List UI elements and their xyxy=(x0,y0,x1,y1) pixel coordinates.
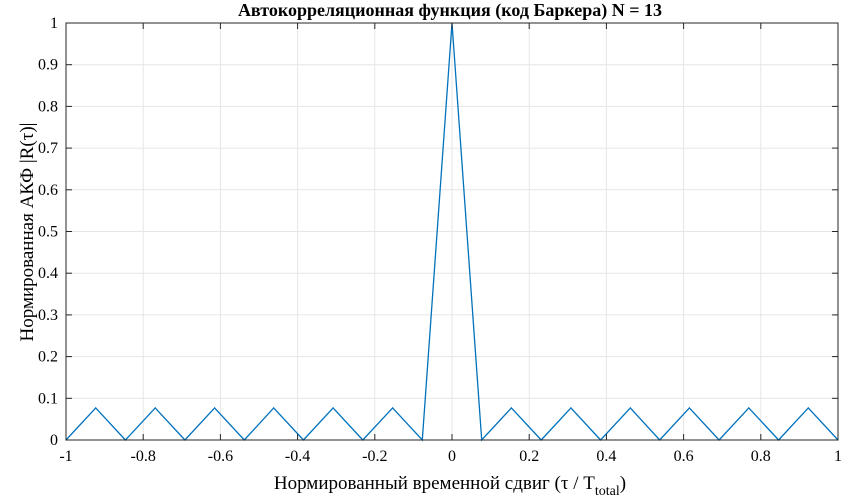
y-tick-label: 0.6 xyxy=(38,182,58,199)
y-tick-labels: 0 0.1 0.2 0.3 0.4 0.5 0.6 0.7 0.8 0.9 1 xyxy=(38,15,58,449)
data-point xyxy=(570,407,572,409)
x-tick-label: 0.2 xyxy=(519,448,539,465)
y-tick-label: 1 xyxy=(50,15,58,32)
y-axis-label: Нормированная АКФ |R(τ)| xyxy=(17,123,38,342)
y-tick-label: 0.1 xyxy=(38,390,58,407)
data-point xyxy=(807,407,809,409)
x-tick-label: -1 xyxy=(59,448,72,465)
data-point xyxy=(510,407,513,409)
x-tick-labels: -1 -0.8 -0.6 -0.4 -0.2 0 0.2 0.4 0.6 0.8 1 xyxy=(59,448,842,465)
y-tick-label: 0.7 xyxy=(38,140,58,157)
grid xyxy=(65,22,839,441)
x-tick-label: 0.6 xyxy=(674,448,694,465)
data-point xyxy=(391,407,394,409)
x-tick-label: 0 xyxy=(448,448,456,465)
x-tick-label: -0.8 xyxy=(131,448,156,465)
data-point xyxy=(214,407,216,409)
chart-title: Автокорреляционная функция (код Баркера)… xyxy=(238,0,662,21)
x-axis-label: Нормированный временной сдвиг (τ / Ttota… xyxy=(274,473,626,499)
x-tick-label: -0.4 xyxy=(285,448,310,465)
y-tick-label: 0.8 xyxy=(38,98,58,115)
axis-ticks xyxy=(65,22,839,441)
y-tick-label: 0.5 xyxy=(38,224,58,241)
data-point xyxy=(273,407,275,409)
data-point xyxy=(688,407,690,409)
data-point xyxy=(332,407,334,409)
y-tick-label: 0.2 xyxy=(38,349,58,366)
x-tick-label: -0.6 xyxy=(208,448,233,465)
x-tick-label: -0.2 xyxy=(362,448,387,465)
y-tick-label: 0.3 xyxy=(38,307,58,324)
data-point xyxy=(629,407,631,409)
y-tick-label: 0 xyxy=(50,432,58,449)
y-tick-label: 0.4 xyxy=(38,265,58,282)
x-tick-label: 0.4 xyxy=(596,448,616,465)
x-tick-label: 1 xyxy=(834,448,842,465)
data-point xyxy=(748,407,750,409)
y-tick-label: 0.9 xyxy=(38,57,58,74)
x-tick-label: 0.8 xyxy=(751,448,771,465)
data-point xyxy=(95,407,97,409)
data-point xyxy=(154,407,156,409)
